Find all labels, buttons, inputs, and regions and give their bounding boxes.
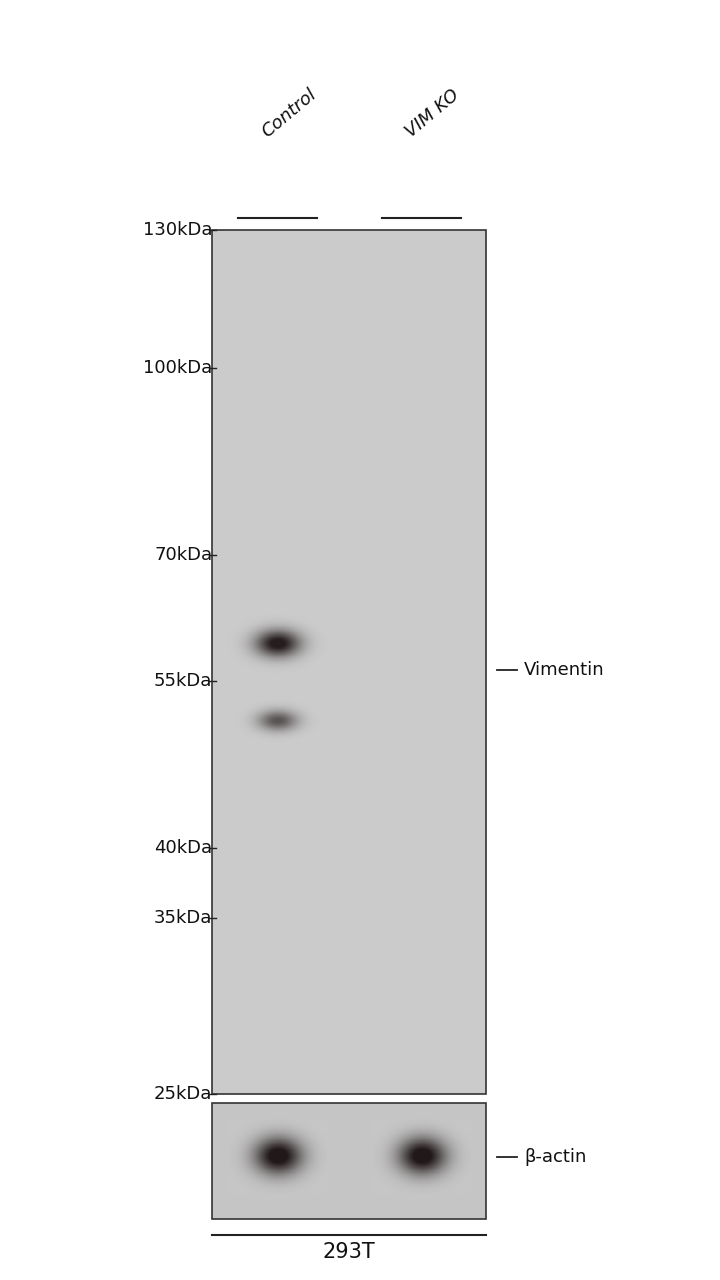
Text: 55kDa: 55kDa [154,672,212,690]
Text: 293T: 293T [323,1242,376,1262]
Text: 25kDa: 25kDa [154,1085,212,1103]
Text: Control: Control [258,84,320,141]
Text: 40kDa: 40kDa [154,840,212,858]
Text: Vimentin: Vimentin [524,660,605,678]
Text: VIM KO: VIM KO [402,86,463,141]
Text: 100kDa: 100kDa [143,358,212,376]
Bar [212,230,486,1094]
Text: 130kDa: 130kDa [143,221,212,239]
Bar [212,1103,486,1219]
Text: 70kDa: 70kDa [154,545,212,563]
Text: β-actin: β-actin [524,1148,587,1166]
Text: 35kDa: 35kDa [154,909,212,927]
